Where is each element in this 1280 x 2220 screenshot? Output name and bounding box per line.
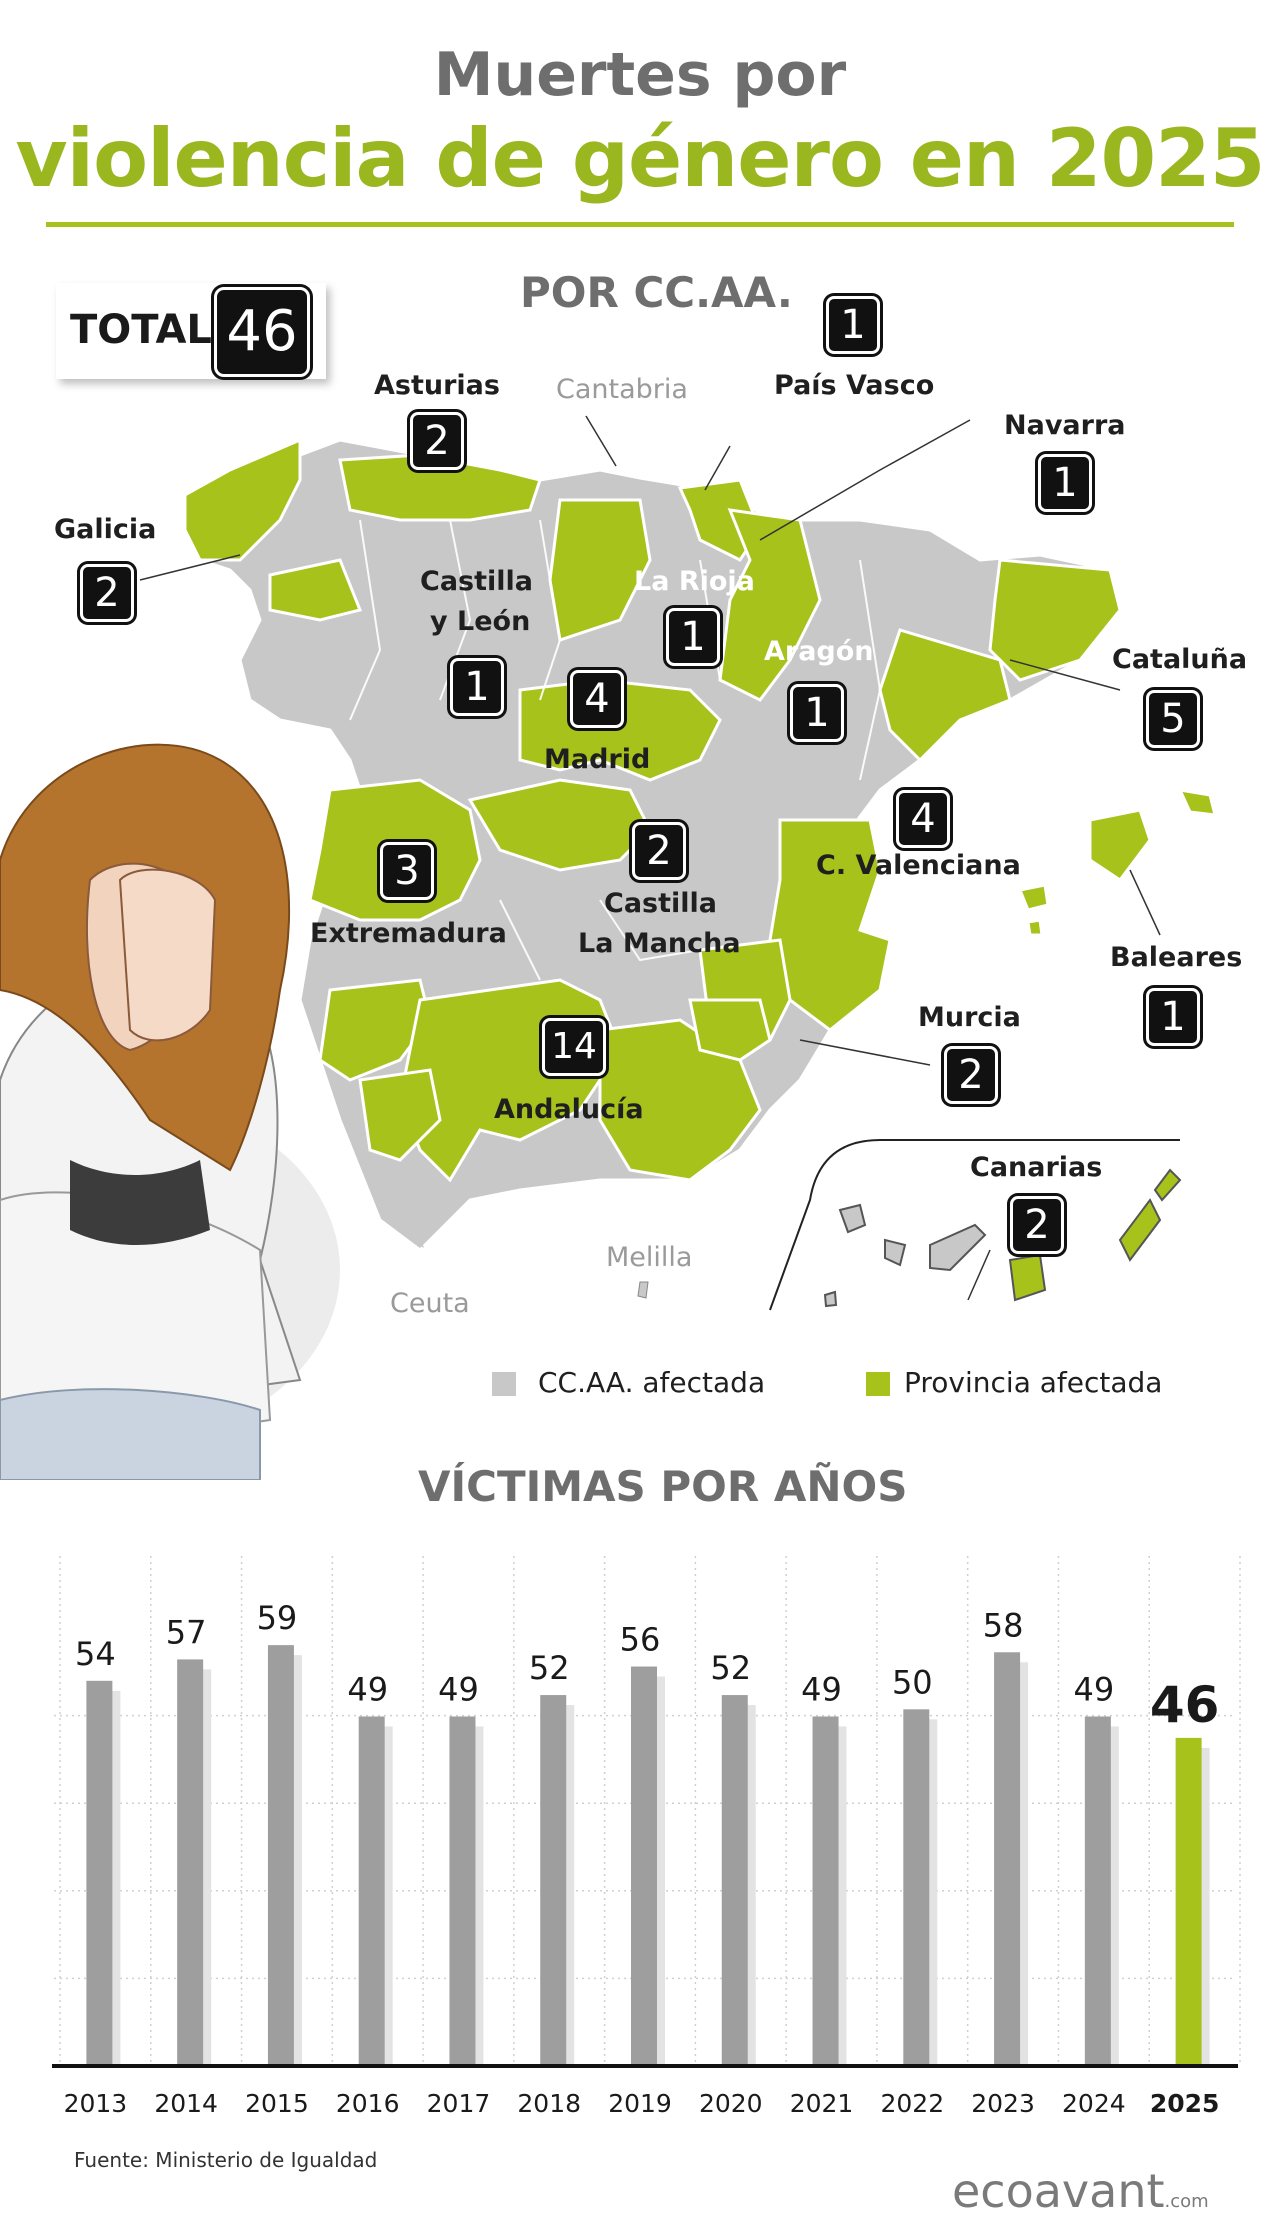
- x-tick-label: 2023: [971, 2089, 1035, 2118]
- bar-value-label: 49: [1073, 1670, 1114, 1708]
- legend-label-ccaa: CC.AA. afectada: [538, 1366, 766, 1399]
- title-line-1: Muertes por: [433, 40, 847, 110]
- region-label-castilla-leon-2: y León: [430, 606, 531, 637]
- region-count-cataluna: 5: [1146, 690, 1200, 748]
- region-count-canarias: 2: [1010, 1196, 1064, 1254]
- region-count-madrid: 4: [570, 670, 624, 728]
- bar-2015: [267, 1645, 294, 2066]
- x-tick-label: 2022: [880, 2089, 944, 2118]
- x-tick-label: 2014: [154, 2089, 218, 2118]
- x-tick-label: 2013: [64, 2089, 128, 2118]
- region-label-c-valenciana: C. Valenciana: [816, 850, 1021, 881]
- brand-logo: ecoavant.com: [952, 2164, 1209, 2218]
- bar-value-label: 49: [801, 1670, 842, 1708]
- bar-value-label: 57: [166, 1613, 207, 1651]
- region-label-madrid: Madrid: [544, 744, 651, 775]
- bar-value-label: 52: [529, 1649, 570, 1687]
- bar-value-label: 50: [892, 1663, 933, 1701]
- region-count-asturias: 2: [410, 412, 464, 470]
- bar-2014: [177, 1659, 204, 2066]
- region-label-cataluna: Cataluña: [1112, 644, 1248, 675]
- bar-value-label: 49: [438, 1670, 479, 1708]
- brand-name: ecoavant: [952, 2164, 1165, 2218]
- region-label-asturias: Asturias: [374, 370, 500, 401]
- bar-2024: [1084, 1716, 1111, 2066]
- region-count-castilla-leon: 1: [450, 658, 504, 716]
- region-label-castilla-leon-1: Castilla: [420, 566, 533, 597]
- title-divider: [46, 222, 1234, 227]
- chart-title: VÍCTIMAS POR AÑOS: [418, 1462, 908, 1511]
- brand-suffix: .com: [1164, 2191, 1209, 2212]
- x-tick-label: 2019: [608, 2089, 672, 2118]
- bar-2021: [812, 1716, 839, 2066]
- region-label-baleares: Baleares: [1110, 942, 1243, 973]
- total-value: 46: [214, 287, 310, 377]
- region-count-c-valenciana: 4: [896, 790, 950, 848]
- x-tick-label: 2015: [245, 2089, 309, 2118]
- bar-2018: [540, 1695, 567, 2066]
- bar-value-label: 58: [983, 1606, 1024, 1644]
- map-heading: POR CC.AA.: [520, 268, 793, 317]
- legend-label-provincia: Provincia afectada: [904, 1366, 1163, 1399]
- canarias-frame: [769, 1139, 1180, 1311]
- title-line-2: violencia de género en 2025: [15, 112, 1266, 205]
- bar-value-label: 49: [347, 1670, 388, 1708]
- region-label-extremadura: Extremadura: [310, 918, 507, 949]
- bar-value-label: 56: [620, 1621, 661, 1659]
- x-tick-label: 2016: [336, 2089, 400, 2118]
- x-tick-label: 2020: [699, 2089, 763, 2118]
- region-label-castilla-la-mancha-1: Castilla: [604, 888, 717, 919]
- bar-value-label: 54: [75, 1635, 116, 1673]
- bar-2019: [631, 1666, 657, 2066]
- region-label-murcia: Murcia: [918, 1002, 1021, 1033]
- region-count-navarra: 1: [1038, 454, 1092, 512]
- region-count-baleares: 1: [1146, 988, 1200, 1046]
- source-note: Fuente: Ministerio de Igualdad: [74, 2148, 378, 2172]
- bar-2013: [86, 1680, 113, 2066]
- x-tick-label: 2021: [790, 2089, 854, 2118]
- region-count-pais-vasco: 1: [826, 296, 880, 354]
- canarias-islands: [823, 1168, 1182, 1308]
- label-ceuta: Ceuta: [390, 1288, 470, 1319]
- total-label: TOTAL: [70, 307, 212, 353]
- region-count-galicia: 2: [80, 564, 134, 622]
- region-label-galicia: Galicia: [54, 514, 157, 545]
- label-melilla: Melilla: [606, 1242, 693, 1273]
- legend-swatch-ccaa: [492, 1372, 516, 1396]
- bar-value-label: 59: [257, 1599, 298, 1637]
- label-cantabria: Cantabria: [556, 374, 688, 405]
- region-label-pais-vasco: País Vasco: [774, 370, 935, 401]
- region-count-andalucia: 14: [542, 1018, 606, 1076]
- x-tick-label: 2025: [1150, 2089, 1220, 2118]
- bar-2020: [721, 1695, 748, 2066]
- bar-value-label: 46: [1150, 1676, 1220, 1734]
- region-count-aragon: 1: [790, 684, 844, 742]
- region-label-castilla-la-mancha-2: La Mancha: [578, 928, 741, 959]
- region-label-navarra: Navarra: [1004, 410, 1126, 441]
- region-label-canarias: Canarias: [970, 1152, 1103, 1183]
- x-tick-label: 2024: [1062, 2089, 1126, 2118]
- bar-2025: [1175, 1737, 1202, 2066]
- region-label-andalucia: Andalucía: [494, 1094, 644, 1125]
- region-label-aragon: Aragón: [764, 636, 874, 667]
- bar-2016: [358, 1716, 385, 2066]
- bar-2023: [994, 1652, 1021, 2066]
- region-count-la-rioja: 1: [666, 608, 720, 666]
- total-box: TOTAL 46: [56, 283, 326, 379]
- region-count-castilla-la-mancha: 2: [632, 822, 686, 880]
- x-tick-label: 2018: [517, 2089, 581, 2118]
- x-tick-label: 2017: [427, 2089, 491, 2118]
- bar-value-label: 52: [710, 1649, 751, 1687]
- region-count-murcia: 2: [944, 1046, 998, 1104]
- woman-illustration: [0, 743, 340, 1480]
- bar-2022: [903, 1709, 930, 2066]
- region-count-extremadura: 3: [380, 842, 434, 900]
- region-label-la-rioja: La Rioja: [634, 566, 755, 597]
- leader-lines: [139, 415, 1161, 1301]
- bar-2017: [449, 1716, 476, 2066]
- legend-swatch-provincia: [866, 1372, 890, 1396]
